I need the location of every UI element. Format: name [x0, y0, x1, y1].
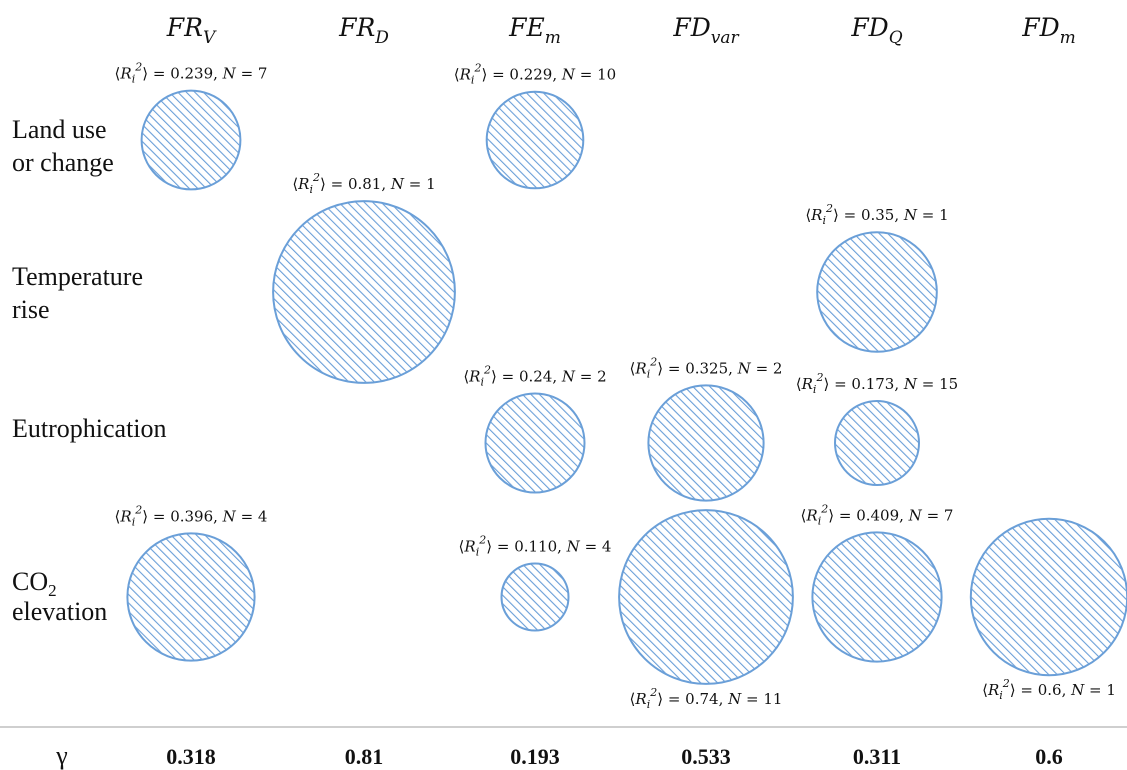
bubble-temp-FDQ — [816, 231, 938, 353]
bubble-eutro-FDQ — [834, 400, 920, 486]
bubble-label-temp-FDQ: ⟨Ri2⟩ = 0.35, N = 1 — [805, 202, 948, 227]
bubble-label-co2-FEm: ⟨Ri2⟩ = 0.110, N = 4 — [459, 534, 612, 559]
gamma-symbol: γ — [55, 741, 68, 770]
bubble-label-land-FEm: ⟨Ri2⟩ = 0.229, N = 10 — [454, 62, 616, 87]
bubble-label-co2-FDm: ⟨Ri2⟩ = 0.6, N = 1 — [982, 677, 1116, 702]
row-label-co2-line-0: CO2 — [12, 567, 57, 600]
bubbles — [126, 89, 1127, 685]
gamma-value-FRV: 0.318 — [166, 744, 216, 769]
column-header-FDQ: FDQ — [850, 13, 902, 48]
bubble-labels: ⟨Ri2⟩ = 0.239, N = 7 ⟨Ri2⟩ = 0.229, N = 1… — [115, 61, 1116, 711]
bubble-label-eutro-FDvar: ⟨Ri2⟩ = 0.325, N = 2 — [630, 355, 783, 380]
column-header-FRD: FRD — [338, 13, 389, 48]
bubble-label-co2-FDQ: ⟨Ri2⟩ = 0.409, N = 7 — [801, 502, 954, 527]
bubble-label-eutro-FEm: ⟨Ri2⟩ = 0.24, N = 2 — [463, 364, 606, 389]
bubble-land-FRV — [140, 89, 242, 191]
bubble-land-FEm — [485, 90, 585, 190]
bubble-co2-FEm — [500, 562, 570, 632]
row-label-co2-line-1: elevation — [12, 597, 107, 626]
bubble-eutro-FDvar — [647, 384, 765, 502]
row-label-temp-line-0: Temperature — [12, 262, 143, 291]
gamma-value-FDQ: 0.311 — [853, 744, 901, 769]
row-label-land-line-0: Land use — [12, 115, 107, 144]
row-label-land-line-1: or change — [12, 148, 114, 177]
column-header-FEm: FEm — [508, 13, 561, 48]
column-header-FDvar: FDvar — [672, 13, 739, 48]
bubble-co2-FDm — [969, 517, 1127, 677]
bubble-label-co2-FRV: ⟨Ri2⟩ = 0.396, N = 4 — [115, 503, 268, 528]
bubble-label-eutro-FDQ: ⟨Ri2⟩ = 0.173, N = 15 — [796, 371, 958, 396]
gamma-value-FDvar: 0.533 — [681, 744, 731, 769]
column-headers: FRV FRD FEm FDvar FDQ FDm — [166, 13, 1076, 48]
bubble-eutro-FEm — [484, 392, 586, 494]
bubble-temp-FRD — [272, 200, 456, 384]
column-header-FDm: FDm — [1021, 13, 1076, 48]
gamma-value-FRD: 0.81 — [345, 744, 384, 769]
bubble-label-land-FRV: ⟨Ri2⟩ = 0.239, N = 7 — [115, 61, 268, 86]
bubble-label-co2-FDvar: ⟨Ri2⟩ = 0.74, N = 11 — [630, 686, 783, 711]
bubble-label-temp-FRD: ⟨Ri2⟩ = 0.81, N = 1 — [292, 171, 435, 196]
bubble-co2-FRV — [126, 532, 256, 662]
row-label-eutro-line-0: Eutrophication — [12, 414, 167, 443]
column-header-FRV: FRV — [166, 13, 217, 48]
gamma-value-FEm: 0.193 — [510, 744, 560, 769]
gamma-row: γ 0.318 0.81 0.193 0.533 0.311 0.6 — [55, 741, 1063, 770]
bubble-co2-FDvar — [618, 509, 794, 685]
bubble-co2-FDQ — [811, 531, 943, 663]
row-label-temp-line-1: rise — [12, 295, 50, 324]
row-labels: Land use or change Temperature rise Eutrophi… — [12, 115, 167, 626]
gamma-value-FDm: 0.6 — [1035, 744, 1063, 769]
